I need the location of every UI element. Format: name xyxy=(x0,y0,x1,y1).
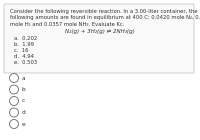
Text: e: e xyxy=(22,122,25,127)
Text: Consider the following reversible reaction. In a 3.00-liter container, the: Consider the following reversible reacti… xyxy=(10,9,198,14)
Text: following amounts are found in equilibrium at 400 C: 0.0420 mole N₂, 0.516: following amounts are found in equilibri… xyxy=(10,16,200,20)
Text: N₂(g) + 3H₂(g) ⇌ 2NH₃(g): N₂(g) + 3H₂(g) ⇌ 2NH₃(g) xyxy=(65,30,135,34)
Circle shape xyxy=(10,120,18,129)
Text: d: d xyxy=(22,110,25,115)
Text: e.  0.503: e. 0.503 xyxy=(14,60,37,65)
Text: a.  0.202: a. 0.202 xyxy=(14,37,37,41)
FancyBboxPatch shape xyxy=(4,4,194,73)
Text: b: b xyxy=(22,87,25,92)
Circle shape xyxy=(10,96,18,106)
Text: a: a xyxy=(22,75,25,80)
Circle shape xyxy=(10,74,18,82)
Text: mole H₂ and 0.0357 mole NH₃. Evaluate Kc.: mole H₂ and 0.0357 mole NH₃. Evaluate Kc… xyxy=(10,22,124,27)
Text: b.  1.99: b. 1.99 xyxy=(14,42,34,47)
Text: c: c xyxy=(22,99,25,103)
Circle shape xyxy=(10,85,18,94)
Text: c.  16: c. 16 xyxy=(14,48,29,53)
Circle shape xyxy=(10,108,18,117)
Text: d.  4.94: d. 4.94 xyxy=(14,54,34,59)
